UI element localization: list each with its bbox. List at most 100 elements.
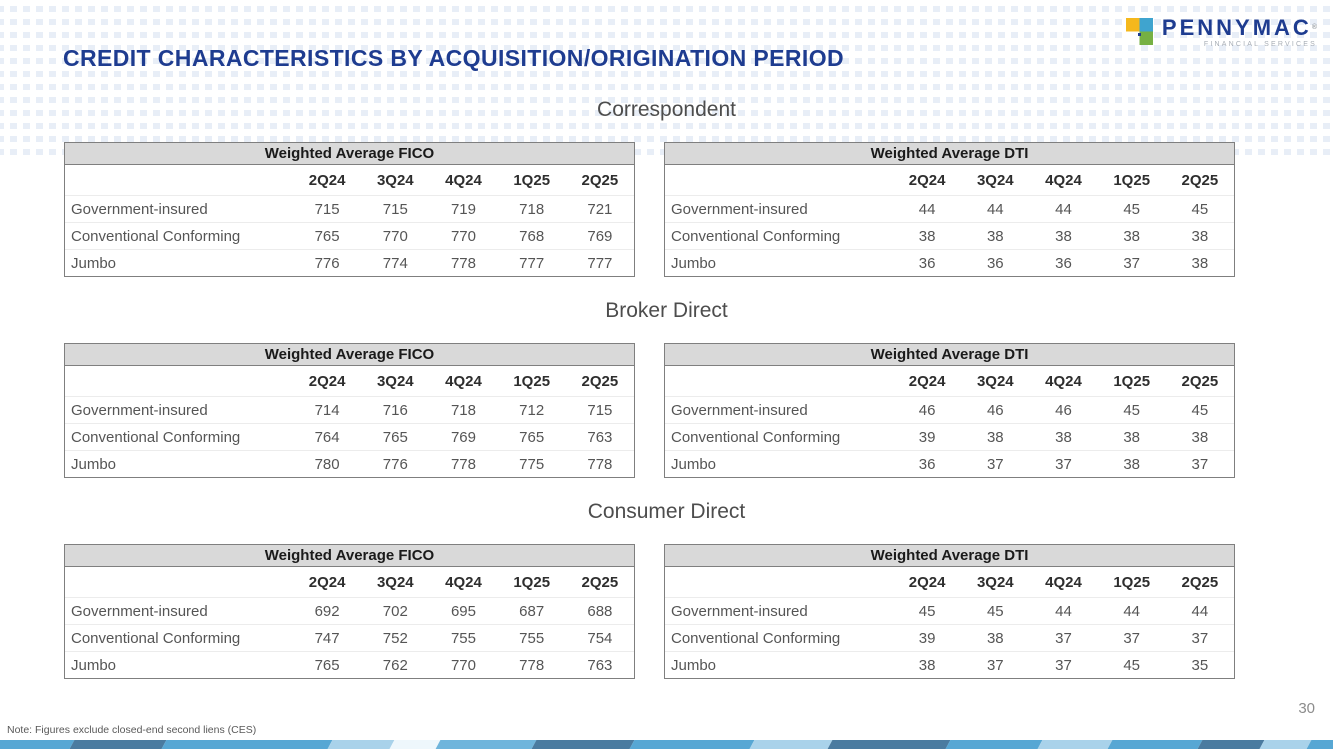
- table-value: 37: [1097, 249, 1166, 276]
- table-value: 718: [497, 195, 566, 222]
- table-consumer-direct-dti: Weighted Average DTI 2Q24 3Q24 4Q24 1Q25 2Q25…: [664, 544, 1235, 679]
- logo-text: PENNYMAC® FINANCIAL SERVICES: [1161, 15, 1317, 49]
- table-value: 44: [1029, 195, 1098, 222]
- table-value: 36: [1029, 249, 1098, 276]
- table-value: 38: [1097, 222, 1166, 249]
- bottom-bar-segment: [0, 740, 75, 749]
- table-value: 45: [893, 597, 962, 624]
- table-value: 768: [497, 222, 566, 249]
- table-value: 769: [429, 423, 498, 450]
- table-value: 712: [497, 396, 566, 423]
- column-header: 2Q24: [308, 573, 346, 591]
- bottom-bar-segment: [749, 740, 833, 749]
- dot-pattern-background: [0, 0, 1333, 158]
- column-header: 3Q24: [376, 573, 414, 591]
- table-value: 688: [565, 597, 634, 624]
- table-value: 36: [961, 249, 1030, 276]
- table-value: 774: [361, 249, 430, 276]
- table-value: 45: [1165, 396, 1234, 423]
- tables-row-correspondent: Weighted Average FICO 2Q24 3Q24 4Q24 1Q25 2Q2…: [0, 142, 1333, 277]
- table-value: 38: [1165, 222, 1234, 249]
- table-value: 778: [497, 651, 566, 678]
- table-value: 769: [565, 222, 634, 249]
- bottom-bar-segment: [1306, 740, 1333, 749]
- table-grid: 2Q24 3Q24 4Q24 1Q25 2Q25 Government-insured 69…: [65, 567, 634, 678]
- column-header: 1Q25: [513, 573, 551, 591]
- logo-word-text: PENNYMAC: [1161, 15, 1312, 40]
- row-label: Jumbo: [65, 249, 293, 276]
- table-value: 44: [893, 195, 962, 222]
- table-value: 752: [361, 624, 430, 651]
- section-title-correspondent: Correspondent: [597, 98, 736, 121]
- table-correspondent-dti: Weighted Average DTI 2Q24 3Q24 4Q24 1Q25 2Q25…: [664, 142, 1235, 277]
- bottom-bar-segment: [1037, 740, 1113, 749]
- table-value: 36: [893, 249, 962, 276]
- table-value: 715: [361, 195, 430, 222]
- page-title: CREDIT CHARACTERISTICS BY ACQUISITION/OR…: [63, 45, 845, 71]
- table-value: 45: [1097, 651, 1166, 678]
- table-value: 775: [497, 450, 566, 477]
- row-label: Jumbo: [665, 249, 893, 276]
- section-title-broker-direct: Broker Direct: [605, 299, 728, 322]
- section-broker-direct: Broker Direct Weighted Average FICO 2Q24 3Q…: [0, 297, 1333, 478]
- column-header: 4Q24: [1045, 171, 1082, 189]
- table-value: 46: [893, 396, 962, 423]
- table-value: 765: [361, 423, 430, 450]
- table-value: 777: [565, 249, 634, 276]
- column-header: 4Q24: [1045, 573, 1082, 591]
- bottom-bar-segment: [389, 740, 441, 749]
- table-value: 37: [1097, 624, 1166, 651]
- bottom-bar-segment: [69, 740, 167, 749]
- column-header: 1Q25: [513, 171, 551, 189]
- section-consumer-direct: Consumer Direct Weighted Average FICO 2Q24…: [0, 498, 1333, 679]
- table-value: 44: [1097, 597, 1166, 624]
- table-value: 37: [1029, 651, 1098, 678]
- column-header: 2Q25: [581, 573, 619, 591]
- table-header-fico: Weighted Average FICO: [65, 143, 634, 165]
- table-value: 770: [361, 222, 430, 249]
- page-number: 30: [1298, 700, 1315, 717]
- table-grid: 2Q24 3Q24 4Q24 1Q25 2Q25 Government-insured 46…: [665, 366, 1234, 477]
- table-value: 754: [565, 624, 634, 651]
- column-header: 2Q25: [581, 171, 619, 189]
- pennymac-logo-icon: [1125, 18, 1153, 45]
- row-label: Government-insured: [665, 195, 893, 222]
- row-label: Conventional Conforming: [665, 222, 893, 249]
- row-label: Jumbo: [65, 450, 293, 477]
- table-value: 37: [1029, 450, 1098, 477]
- column-header: 1Q25: [1113, 573, 1151, 591]
- column-header: 2Q24: [308, 171, 346, 189]
- table-grid: 2Q24 3Q24 4Q24 1Q25 2Q25 Government-insured 71…: [65, 366, 634, 477]
- column-header: 3Q24: [976, 171, 1014, 189]
- bottom-bar-segment: [629, 740, 755, 749]
- column-header: 3Q24: [976, 372, 1014, 390]
- column-header: 2Q24: [908, 171, 946, 189]
- row-label: Government-insured: [65, 597, 293, 624]
- table-value: 45: [1097, 396, 1166, 423]
- row-label: Conventional Conforming: [665, 624, 893, 651]
- table-value: 39: [893, 423, 962, 450]
- table-value: 45: [961, 597, 1030, 624]
- table-consumer-direct-fico: Weighted Average FICO 2Q24 3Q24 4Q24 1Q25 2Q2…: [64, 544, 635, 679]
- row-label: Government-insured: [65, 195, 293, 222]
- table-value: 44: [1165, 597, 1234, 624]
- table-value: 715: [565, 396, 634, 423]
- column-header: 4Q24: [445, 372, 482, 390]
- table-value: 778: [429, 249, 498, 276]
- column-header: 2Q24: [308, 372, 346, 390]
- table-header-dti: Weighted Average DTI: [665, 545, 1234, 567]
- table-value: 770: [429, 222, 498, 249]
- table-value: 35: [1165, 651, 1234, 678]
- table-value: 687: [497, 597, 566, 624]
- corner-cell: [65, 165, 293, 195]
- corner-cell: [665, 567, 893, 597]
- table-value: 695: [429, 597, 498, 624]
- table-value: 38: [1097, 423, 1166, 450]
- column-header: 2Q24: [908, 573, 946, 591]
- table-grid: 2Q24 3Q24 4Q24 1Q25 2Q25 Government-insured 44…: [665, 165, 1234, 276]
- bottom-bar-segment: [327, 740, 395, 749]
- table-value: 718: [429, 396, 498, 423]
- table-value: 778: [565, 450, 634, 477]
- table-value: 702: [361, 597, 430, 624]
- table-value: 45: [1097, 195, 1166, 222]
